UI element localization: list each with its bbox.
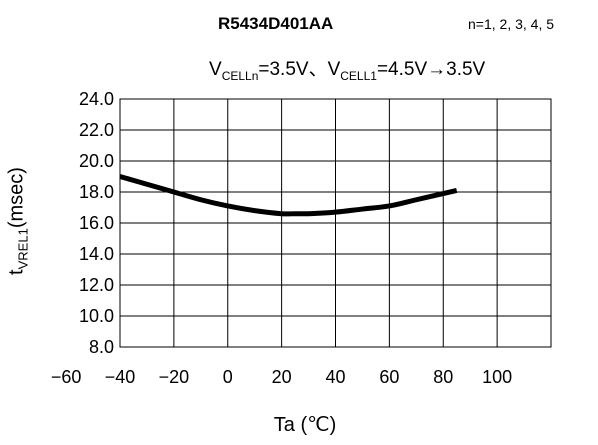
y-tick-label: 16.0 [79, 213, 114, 233]
y-tick-label: 10.0 [79, 306, 114, 326]
y-axis-label-sub: VREL1 [15, 228, 31, 270]
cond-s2: CELL1 [340, 68, 377, 83]
x-tick-label: −60 [51, 367, 82, 387]
x-tick-label: 40 [325, 367, 345, 387]
y-tick-label: 8.0 [89, 337, 114, 357]
y-tick-label: 18.0 [79, 182, 114, 202]
y-tick-label: 12.0 [79, 275, 114, 295]
grid-layer [119, 98, 552, 348]
chart-title: R5434D401AA [218, 14, 334, 33]
x-tick-label: −40 [105, 367, 136, 387]
y-axis-label-unit: (msec) [5, 167, 28, 229]
condition-n-label: n=1, 2, 3, 4, 5 [468, 16, 555, 32]
x-tick-label: −20 [159, 367, 190, 387]
y-axis-label-main: t [5, 269, 28, 275]
x-tick-label: 100 [482, 367, 512, 387]
x-tick-label: 0 [223, 367, 233, 387]
x-tick-label: 60 [379, 367, 399, 387]
y-tick-label: 20.0 [79, 151, 114, 171]
x-tick-label: 80 [433, 367, 453, 387]
tick-labels: 8.0 10.0 12.0 14.0 16.0 18.0 20.0 22.0 24.0 −60 −4… [51, 89, 512, 387]
condition-voltage-label: VCELLn=3.5V、VCELL1=4.5V→3.5V [209, 54, 485, 83]
cond-end: =4.5V→3.5V [376, 59, 486, 80]
x-tick-label: 20 [272, 367, 292, 387]
series-layer [119, 174, 458, 217]
y-tick-label: 24.0 [79, 89, 114, 109]
cond-s1: CELLn [221, 68, 259, 83]
y-tick-label: 22.0 [79, 120, 114, 140]
y-axis-label: tVREL1(msec) [6, 167, 31, 275]
series-line [119, 174, 458, 217]
y-tick-label: 14.0 [79, 244, 114, 264]
cond-mid: =3.5V、V [258, 59, 341, 80]
cond-v1: V [209, 59, 222, 80]
x-axis-label: Ta (℃) [273, 414, 337, 436]
